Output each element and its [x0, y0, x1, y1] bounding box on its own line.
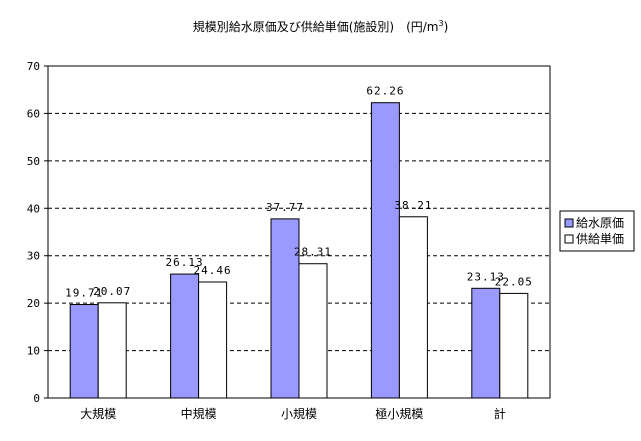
bar-cost — [69, 304, 99, 399]
bar-price — [398, 216, 428, 399]
data-label: 62.26 — [366, 85, 404, 98]
y-tick-label: 40 — [27, 202, 40, 215]
data-label: 22.05 — [495, 275, 533, 288]
y-tick-label: 10 — [27, 345, 40, 358]
bar-price — [97, 302, 127, 399]
y-tick-label: 30 — [27, 250, 40, 263]
x-tick-label: 小規模 — [281, 406, 317, 421]
legend — [559, 210, 635, 252]
y-tick-label: 50 — [27, 155, 40, 168]
data-label: 24.46 — [194, 264, 232, 277]
x-tick-label: 極小規模 — [375, 406, 423, 421]
data-label: 23.13 — [467, 270, 505, 283]
y-tick-label: 20 — [27, 297, 40, 310]
bar-price — [298, 263, 328, 399]
bar-price — [499, 292, 529, 399]
x-tick-label: 大規模 — [80, 406, 116, 421]
y-tick-label: 60 — [27, 107, 40, 120]
chart-title: 規模別給水原価及び供給単価(施設別) (円/m3) — [192, 19, 449, 34]
data-label: 37.77 — [266, 201, 304, 214]
legend-swatch — [564, 218, 574, 228]
legend-label: 供給単価 — [576, 232, 624, 246]
bar-price — [198, 281, 228, 399]
data-label: 20.07 — [93, 285, 131, 298]
legend-swatch — [564, 234, 574, 244]
legend-label: 給水原価 — [576, 216, 624, 230]
data-label: 19.71 — [65, 287, 103, 300]
x-tick-label: 計 — [494, 406, 506, 421]
bar-cost — [471, 287, 501, 399]
x-tick-label: 中規模 — [181, 406, 217, 421]
y-tick-label: 0 — [33, 392, 40, 405]
bar-cost — [370, 102, 400, 399]
data-label: 38.21 — [394, 199, 432, 212]
bar-cost — [170, 273, 200, 399]
data-label: 28.31 — [294, 246, 332, 259]
data-label: 26.13 — [166, 256, 204, 269]
y-tick-label: 70 — [27, 60, 40, 73]
